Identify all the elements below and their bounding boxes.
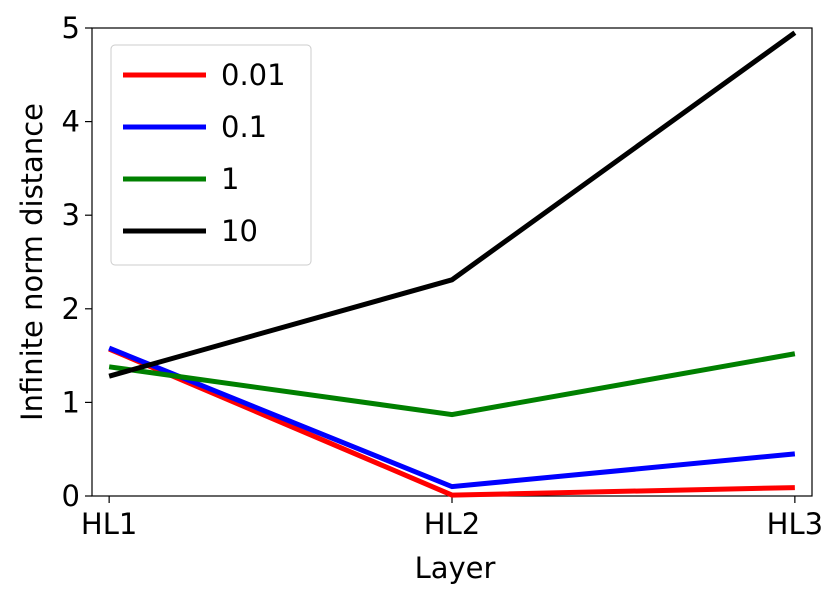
legend-label: 1 <box>221 162 239 196</box>
y-tick-label: 3 <box>62 198 80 232</box>
legend-label: 0.01 <box>221 58 286 92</box>
y-tick-label: 4 <box>62 105 80 139</box>
legend-label: 10 <box>221 214 258 248</box>
x-tick-label: HL2 <box>424 507 480 541</box>
line-series <box>108 346 795 498</box>
line-series <box>108 30 797 379</box>
legend-label: 0.1 <box>221 110 267 144</box>
y-tick-label: 0 <box>62 479 80 513</box>
x-axis-label: Layer <box>415 551 496 585</box>
y-tick-label: 1 <box>62 385 80 419</box>
legend-box <box>110 44 312 266</box>
y-axis-label: Infinite norm distance <box>15 103 49 421</box>
x-tick-label: HL3 <box>767 507 823 541</box>
line-series <box>108 351 796 418</box>
x-tick-label: HL1 <box>81 507 137 541</box>
line-series <box>108 345 796 490</box>
y-tick-label: 5 <box>62 11 80 45</box>
y-tick-label: 2 <box>62 292 80 326</box>
